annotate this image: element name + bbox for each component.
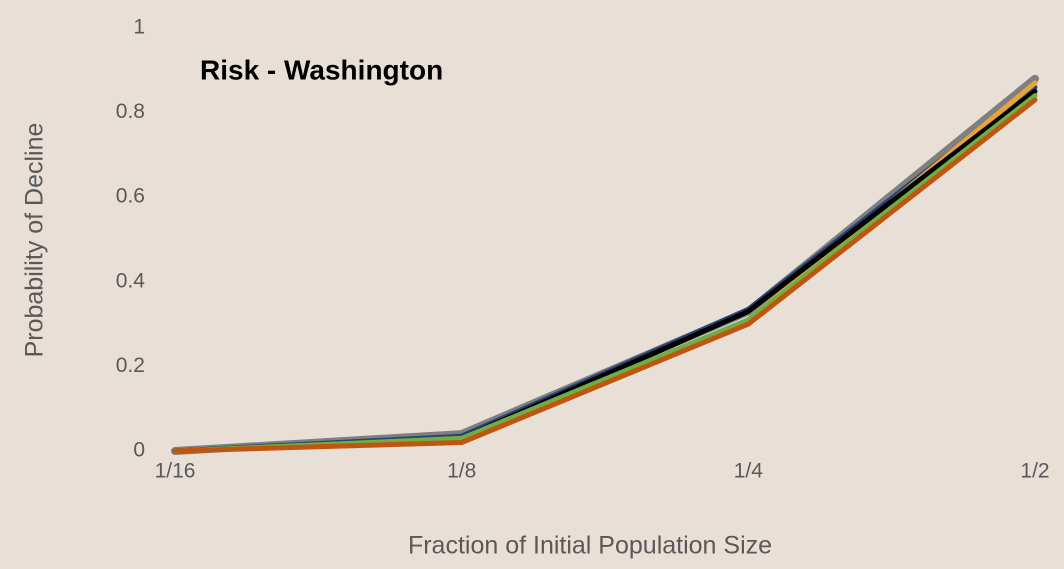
y-tick-label: 1 xyxy=(133,16,145,39)
chart-title: Risk - Washington xyxy=(200,54,443,85)
series-line xyxy=(172,97,1038,454)
y-tick-label: 0 xyxy=(133,439,145,462)
x-tick-label: 1/2 xyxy=(1020,460,1049,483)
x-axis-title: Fraction of Initial Population Size xyxy=(408,532,772,560)
x-tick-label: 1/16 xyxy=(155,460,196,483)
x-tick-label: 1/8 xyxy=(447,460,476,483)
y-tick-label: 0.6 xyxy=(116,185,145,208)
y-tick-label: 0.8 xyxy=(116,100,145,123)
y-axis-title: Probability of Decline xyxy=(21,123,49,358)
y-tick-label: 0.4 xyxy=(116,269,146,292)
x-tick-label: 1/4 xyxy=(734,460,764,483)
y-tick-label: 0.2 xyxy=(116,354,145,377)
